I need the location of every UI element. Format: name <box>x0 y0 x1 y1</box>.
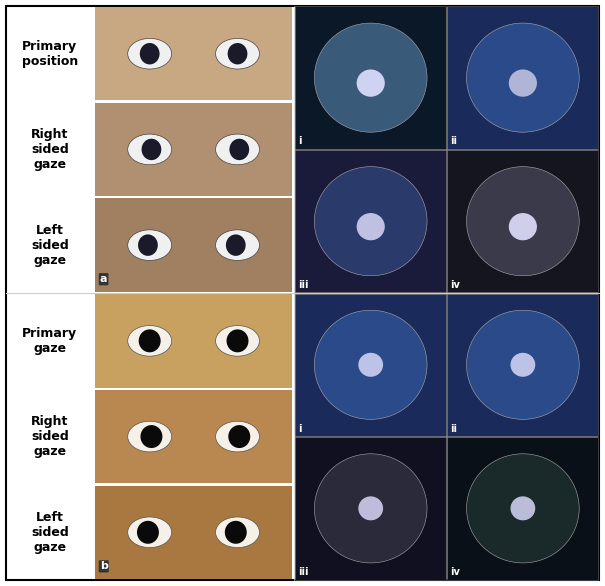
Bar <box>95 390 292 483</box>
Ellipse shape <box>226 234 246 256</box>
Ellipse shape <box>142 139 162 160</box>
Bar <box>447 294 598 436</box>
Bar <box>295 294 446 436</box>
Circle shape <box>356 70 385 97</box>
Text: Right
sided
gaze: Right sided gaze <box>31 128 69 171</box>
Ellipse shape <box>140 43 160 64</box>
Text: iv: iv <box>450 567 460 577</box>
Bar <box>447 437 598 580</box>
Circle shape <box>511 496 535 520</box>
Circle shape <box>509 213 537 240</box>
Ellipse shape <box>139 329 161 352</box>
Bar <box>95 486 292 579</box>
Text: a: a <box>100 274 107 284</box>
Text: Right
sided
gaze: Right sided gaze <box>31 415 69 458</box>
Bar <box>295 437 446 580</box>
Ellipse shape <box>140 425 162 448</box>
Ellipse shape <box>228 425 250 448</box>
Ellipse shape <box>137 521 159 544</box>
Circle shape <box>466 454 579 563</box>
Ellipse shape <box>215 421 260 452</box>
Bar <box>95 7 292 100</box>
Ellipse shape <box>225 521 247 544</box>
Bar <box>295 150 446 292</box>
Bar <box>95 294 292 387</box>
Circle shape <box>315 23 427 132</box>
Text: Left
sided
gaze: Left sided gaze <box>31 511 69 554</box>
Circle shape <box>315 166 427 276</box>
Text: ii: ii <box>450 137 457 146</box>
Bar <box>95 199 292 292</box>
Circle shape <box>511 353 535 377</box>
Text: iii: iii <box>298 567 308 577</box>
Bar <box>447 150 598 292</box>
Ellipse shape <box>128 39 172 69</box>
Ellipse shape <box>128 134 172 165</box>
Ellipse shape <box>215 326 260 356</box>
Circle shape <box>356 213 385 240</box>
Text: ii: ii <box>450 424 457 434</box>
Ellipse shape <box>215 134 260 165</box>
Ellipse shape <box>128 230 172 260</box>
Circle shape <box>466 310 579 420</box>
Bar <box>295 6 446 149</box>
Text: iv: iv <box>450 280 460 290</box>
Circle shape <box>466 23 579 132</box>
Ellipse shape <box>215 39 260 69</box>
Text: iii: iii <box>298 280 308 290</box>
Text: i: i <box>298 424 301 434</box>
Ellipse shape <box>128 326 172 356</box>
Ellipse shape <box>138 234 158 256</box>
Bar <box>447 6 598 149</box>
Ellipse shape <box>226 329 249 352</box>
Circle shape <box>358 496 383 520</box>
Ellipse shape <box>229 139 249 160</box>
Text: Left
sided
gaze: Left sided gaze <box>31 224 69 267</box>
Text: Primary
gaze: Primary gaze <box>22 327 77 355</box>
Bar <box>95 103 292 196</box>
Ellipse shape <box>227 43 247 64</box>
Text: Primary
position: Primary position <box>22 40 78 68</box>
Circle shape <box>358 353 383 377</box>
Circle shape <box>315 454 427 563</box>
Ellipse shape <box>128 421 172 452</box>
Ellipse shape <box>128 517 172 547</box>
Circle shape <box>315 310 427 420</box>
Ellipse shape <box>215 517 260 547</box>
Ellipse shape <box>215 230 260 260</box>
Circle shape <box>509 70 537 97</box>
Circle shape <box>466 166 579 276</box>
Text: b: b <box>100 561 108 571</box>
Text: i: i <box>298 137 301 146</box>
